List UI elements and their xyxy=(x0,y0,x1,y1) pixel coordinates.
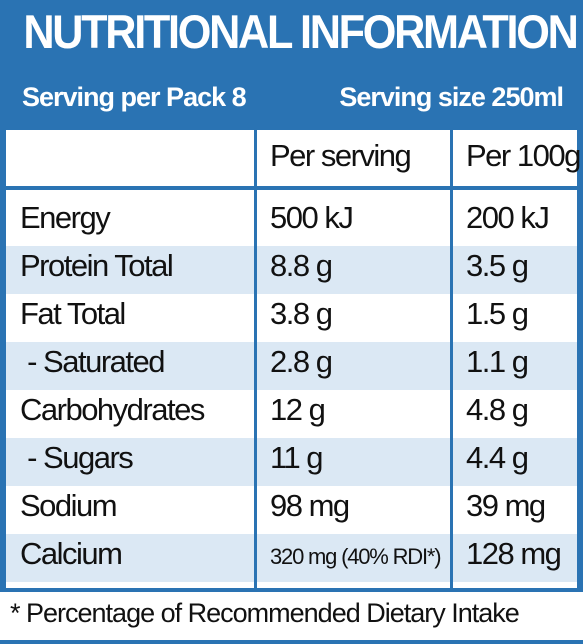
per-100g-value: 1.1 g xyxy=(466,344,529,379)
nutrient-name: - Sugars xyxy=(20,440,134,475)
per-100g-value: 128 mg xyxy=(466,536,562,571)
serving-size: Serving size 250ml xyxy=(339,82,564,112)
per-serving-value: 2.8 g xyxy=(270,344,333,379)
column-header-per-serving: Per serving xyxy=(270,138,412,173)
per-100g-value: 1.5 g xyxy=(466,296,529,331)
footnote: * Percentage of Recommended Dietary Inta… xyxy=(10,598,520,628)
row-shade xyxy=(6,438,577,486)
column-header-per-100g: Per 100g xyxy=(466,138,581,173)
footnote-area: * Percentage of Recommended Dietary Inta… xyxy=(0,592,583,640)
per-100g-value: 200 kJ xyxy=(466,200,550,235)
row-shade xyxy=(6,342,577,390)
panel-title: NUTRITIONAL INFORMATION xyxy=(23,5,579,58)
per-serving-value: 500 kJ xyxy=(270,200,354,235)
nutrient-name: Energy xyxy=(20,200,111,235)
per-serving-value: 3.8 g xyxy=(270,296,333,331)
per-serving-value: 8.8 g xyxy=(270,248,333,283)
column-divider xyxy=(254,130,257,588)
nutrient-name: - Saturated xyxy=(20,344,165,379)
row-shade xyxy=(6,534,577,582)
per-100g-value: 4.8 g xyxy=(466,392,529,427)
nutrient-name: Calcium xyxy=(20,536,123,571)
nutrient-name: Fat Total xyxy=(20,296,126,331)
per-serving-value: 320 mg (40% RDI*) xyxy=(270,544,442,569)
per-100g-value: 4.4 g xyxy=(466,440,529,475)
nutrient-name: Sodium xyxy=(20,488,118,523)
per-serving-value: 12 g xyxy=(270,392,326,427)
column-divider xyxy=(450,130,453,588)
per-100g-value: 3.5 g xyxy=(466,248,529,283)
row-shade xyxy=(6,246,577,294)
nutrition-table: Per serving Per 100g Energy 500 kJ 200 k… xyxy=(6,130,581,588)
per-serving-value: 11 g xyxy=(270,440,324,475)
header-divider xyxy=(6,186,577,190)
nutrient-name: Protein Total xyxy=(20,248,174,283)
per-serving-value: 98 mg xyxy=(270,488,350,523)
per-100g-value: 39 mg xyxy=(466,488,546,523)
nutrient-name: Carbohydrates xyxy=(20,392,205,427)
serving-per-pack: Serving per Pack 8 xyxy=(22,82,247,112)
